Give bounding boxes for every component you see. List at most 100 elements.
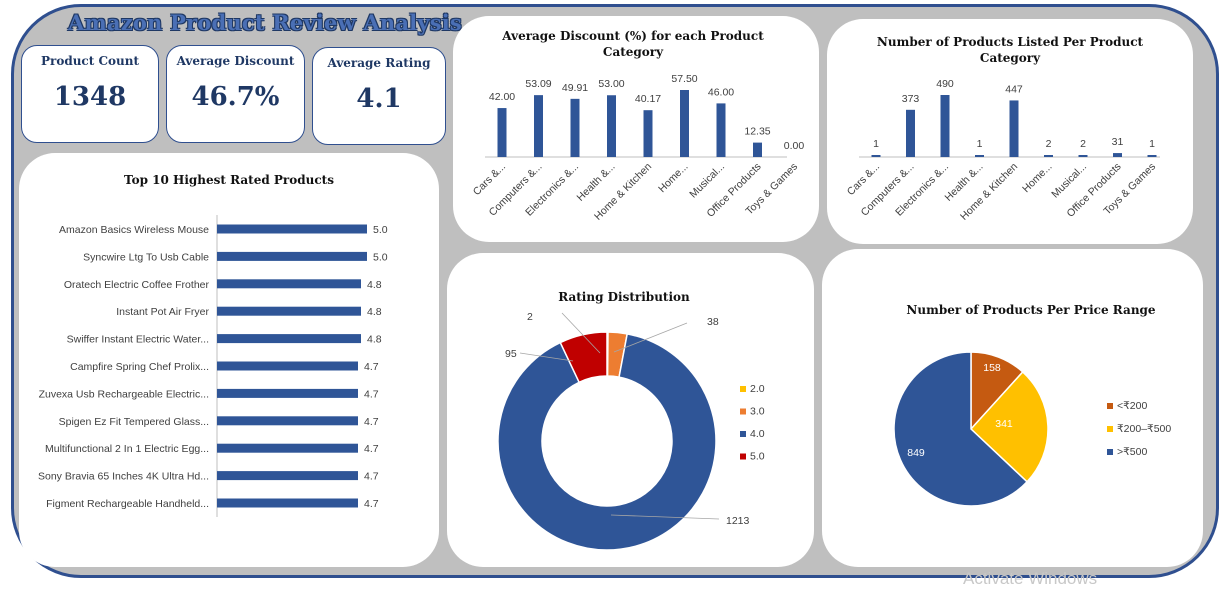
- bar-5: [680, 90, 689, 157]
- category-label: Figment Rechargeable Handheld...: [46, 498, 209, 510]
- slice-4.0: [497, 333, 717, 551]
- value-label: 373: [902, 93, 920, 105]
- value-label: 2: [1046, 138, 1052, 150]
- chart-title: Top 10 Highest Rated Products: [124, 173, 334, 187]
- value-label: 4.7: [364, 416, 379, 428]
- leader-line: [613, 322, 688, 353]
- chart-title-line1: Average Discount (%) for each Product: [501, 29, 764, 43]
- value-label: 12.35: [744, 126, 770, 138]
- value-label: 46.00: [708, 86, 734, 98]
- kpi-product-count: Product Count 1348: [21, 45, 159, 143]
- legend-label: >₹500: [1117, 446, 1147, 458]
- value-label: 2: [527, 311, 533, 323]
- value-label: 31: [1112, 136, 1124, 148]
- value-label: 1: [873, 138, 879, 150]
- value-label: 341: [995, 418, 1013, 430]
- bar-7: [217, 416, 358, 426]
- bar-0: [217, 224, 367, 234]
- legend-swatch: [740, 431, 746, 437]
- value-label: 57.50: [671, 73, 697, 85]
- leader-line: [561, 312, 601, 354]
- value-label: 2: [1080, 138, 1086, 150]
- legend-swatch: [1107, 426, 1113, 432]
- rating-distribution-chart: Rating Distribution 2 38 1213 95 2.0 3.0 4.0 5.…: [497, 290, 765, 551]
- bar-8: [217, 443, 358, 453]
- dashboard-title: Amazon Product Review Analysis: [68, 10, 462, 35]
- value-label: 4.7: [364, 361, 379, 373]
- bar-6: [217, 388, 358, 398]
- value-label: 4.7: [364, 471, 379, 483]
- leader-line: [610, 514, 720, 520]
- value-label: 4.8: [367, 334, 382, 346]
- legend-label: ₹200–₹500: [1117, 423, 1171, 435]
- value-label: 4.7: [364, 388, 379, 400]
- category-label: Multifunctional 2 In 1 Electric Egg...: [45, 443, 209, 455]
- kpi-average-rating: Average Rating 4.1: [312, 47, 446, 145]
- slice-2: [893, 351, 1029, 507]
- category-label: Campfire Spring Chef Prolix...: [70, 361, 209, 373]
- legend-swatch: [1107, 449, 1113, 455]
- value-label: 95: [505, 348, 517, 360]
- top-rated-chart: Top 10 Highest Rated Products Amazon Bas…: [38, 173, 388, 517]
- bar-4: [1009, 100, 1019, 157]
- category-label: Swiffer Instant Electric Water...: [67, 334, 209, 346]
- category-label: Amazon Basics Wireless Mouse: [59, 224, 209, 236]
- bar-2: [570, 98, 580, 157]
- products-per-category-chart: Number of Products Listed Per Product Ca…: [845, 35, 1160, 223]
- legend-swatch: [740, 386, 746, 392]
- value-label: 4.7: [364, 498, 379, 510]
- bar-4: [643, 110, 653, 157]
- legend-label: 5.0: [750, 451, 765, 463]
- bar-5: [1044, 155, 1053, 157]
- chart-title-line2: Category: [980, 51, 1041, 65]
- bar-6: [716, 103, 726, 157]
- bar-1: [906, 109, 915, 157]
- panel-avg-discount: Average Discount (%) for each Product Ca…: [453, 16, 819, 242]
- value-label: 4.8: [367, 306, 382, 318]
- category-label: Spigen Ez Fit Tempered Glass...: [59, 416, 209, 428]
- category-label: Home...: [1020, 161, 1054, 195]
- bar-7: [1113, 153, 1122, 157]
- value-label: 447: [1005, 83, 1023, 95]
- value-label: 0.00: [784, 140, 805, 152]
- bar-9: [217, 471, 358, 481]
- category-label: Home...: [656, 161, 690, 195]
- legend-label: <₹200: [1117, 400, 1147, 412]
- slice-1: [969, 370, 1049, 483]
- value-label: 490: [936, 78, 954, 90]
- value-label: 40.17: [635, 93, 661, 105]
- legend-label: 4.0: [750, 428, 765, 440]
- legend-swatch: [1107, 403, 1113, 409]
- kpi-average-discount: Average Discount 46.7%: [166, 45, 305, 143]
- value-label: 53.09: [525, 78, 551, 90]
- bar-7: [753, 142, 762, 157]
- value-label: 849: [907, 447, 925, 459]
- value-label: 4.7: [364, 443, 379, 455]
- category-label: Zuvexa Usb Rechargeable Electric...: [39, 388, 209, 400]
- kpi-label: Average Rating: [327, 56, 431, 70]
- bar-6: [1078, 155, 1088, 157]
- value-label: 158: [983, 362, 1001, 374]
- value-label: 4.8: [367, 279, 382, 291]
- bar-2: [940, 95, 950, 157]
- bar-5: [217, 361, 358, 371]
- category-label: Instant Pot Air Fryer: [116, 306, 209, 318]
- bar-0: [497, 108, 507, 157]
- bar-1: [534, 95, 543, 157]
- kpi-value: 4.1: [356, 84, 402, 114]
- value-label: 1213: [726, 515, 750, 527]
- value-label: 5.0: [373, 251, 388, 263]
- price-range-chart: Number of Products Per Price Range 158 34…: [893, 303, 1171, 507]
- chart-title: Number of Products Per Price Range: [906, 303, 1156, 317]
- legend-swatch: [740, 453, 746, 460]
- bar-1: [217, 251, 367, 261]
- category-label: Cars &...: [471, 161, 508, 198]
- windows-watermark: Activate Windows: [963, 569, 1098, 588]
- kpi-label: Product Count: [40, 54, 140, 68]
- legend-swatch: [740, 408, 746, 415]
- bar-2: [217, 279, 361, 289]
- value-label: 49.91: [562, 82, 588, 94]
- avg-discount-chart: Average Discount (%) for each Product Ca…: [471, 29, 805, 223]
- bar-4: [217, 334, 361, 344]
- value-label: 5.0: [373, 224, 388, 236]
